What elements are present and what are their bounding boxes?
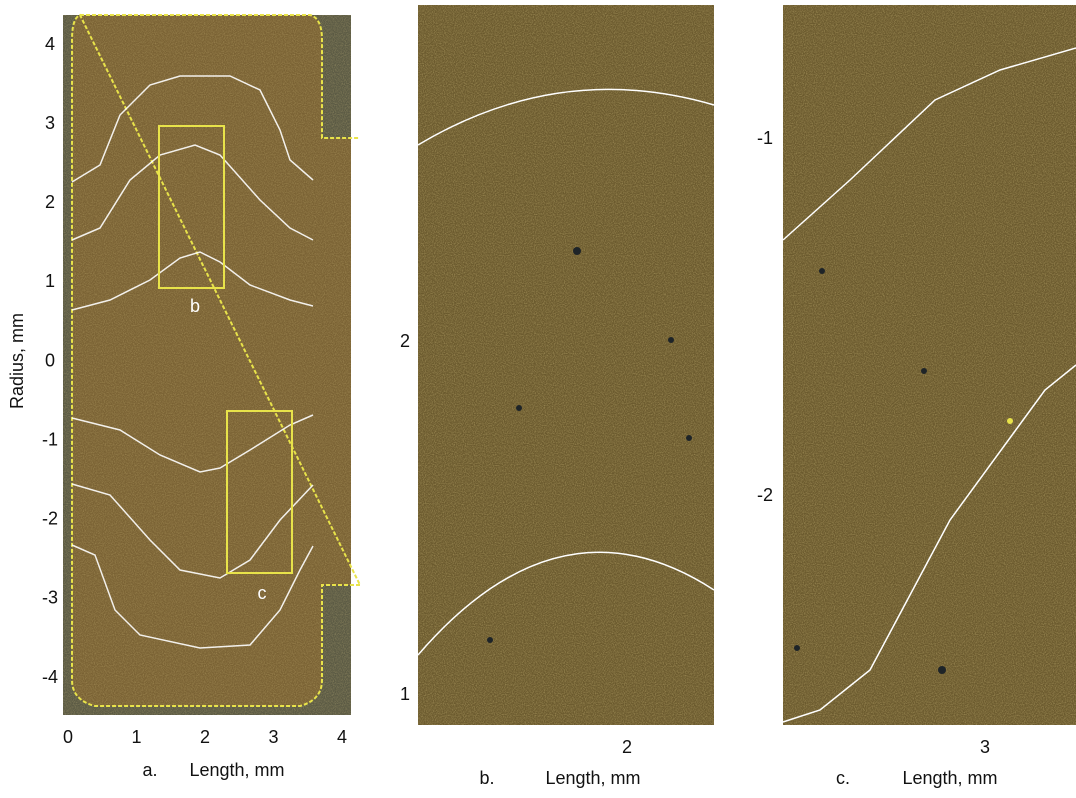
y-tick-label: -1 <box>42 429 58 449</box>
y-tick-label: 2 <box>400 331 410 351</box>
micrograph-b <box>418 5 714 725</box>
y-tick-label: 0 <box>45 350 55 370</box>
micrograph-c <box>783 5 1076 725</box>
y-tick-label: -4 <box>42 667 58 687</box>
panel-label: c. <box>836 768 850 788</box>
x-tick-label: 2 <box>200 727 210 747</box>
box-label: c <box>258 583 267 603</box>
y-tick-label: 4 <box>45 34 55 54</box>
x-axis-label: Length, mm <box>545 768 640 788</box>
y-tick-label: 3 <box>45 113 55 133</box>
panel-label: b. <box>479 768 494 788</box>
x-tick-label: 4 <box>337 727 347 747</box>
x-tick-label: 3 <box>268 727 278 747</box>
y-tick-label: -3 <box>42 588 58 608</box>
panel-label: a. <box>142 760 157 780</box>
y-tick-label: 2 <box>45 192 55 212</box>
x-axis-label: Length, mm <box>902 768 997 788</box>
box-label: b <box>190 296 200 316</box>
x-tick-label: 2 <box>622 737 632 757</box>
y-axis-label: Radius, mm <box>7 313 27 409</box>
micrograph-a <box>63 15 360 715</box>
y-tick-label: -2 <box>757 485 773 505</box>
y-tick-label: 1 <box>45 271 55 291</box>
y-tick-label: -1 <box>757 128 773 148</box>
x-axis-label: Length, mm <box>189 760 284 780</box>
x-tick-label: 3 <box>980 737 990 757</box>
x-tick-label: 0 <box>63 727 73 747</box>
figure: Radius, mm b c a. Length, mm b. Length, … <box>0 0 1076 798</box>
y-tick-label: 1 <box>400 684 410 704</box>
x-tick-label: 1 <box>131 727 141 747</box>
y-tick-label: -2 <box>42 509 58 529</box>
